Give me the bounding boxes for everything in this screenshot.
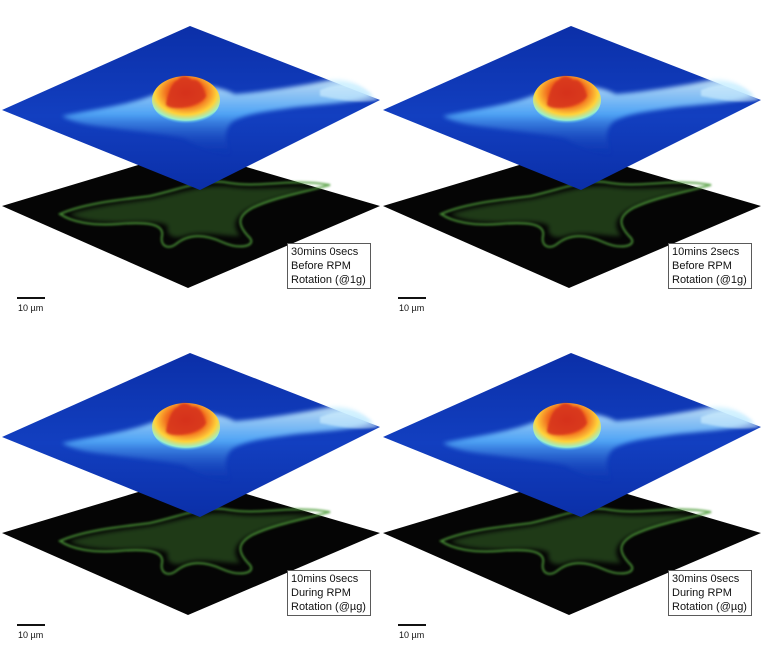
scale-bar bbox=[17, 297, 45, 299]
surface-ridge bbox=[62, 79, 372, 156]
gravity-condition-label: Rotation (@µg) bbox=[672, 601, 747, 613]
time-label: 10mins 0secs bbox=[291, 573, 359, 585]
surface-ridge bbox=[443, 406, 753, 483]
gravity-condition-label: Rotation (@1g) bbox=[672, 274, 747, 286]
gravity-condition-label: Rotation (@1g) bbox=[291, 274, 366, 286]
scale-bar-label: 10 µm bbox=[399, 303, 425, 313]
scale-bar-label: 10 µm bbox=[18, 630, 44, 640]
surface-ridge bbox=[443, 79, 753, 156]
phase-label: During RPM bbox=[672, 587, 732, 599]
scale-bar-label: 10 µm bbox=[399, 630, 425, 640]
surface-plot-image bbox=[383, 26, 761, 288]
surface-plot-image bbox=[2, 26, 380, 288]
gravity-condition-label: Rotation (@µg) bbox=[291, 601, 366, 613]
surface-plot-image bbox=[383, 353, 761, 615]
phase-label: Before RPM bbox=[672, 260, 732, 272]
condition-label: 10mins 2secs Before RPM Rotation (@1g) bbox=[668, 243, 752, 289]
scale-bar-label: 10 µm bbox=[18, 303, 44, 313]
time-label: 30mins 0secs bbox=[291, 246, 359, 258]
surface-ridge bbox=[62, 406, 372, 483]
figure-panel: 10mins 0secs During RPM Rotation (@µg) 10 µ… bbox=[0, 327, 382, 654]
phase-label: Before RPM bbox=[291, 260, 351, 272]
condition-label: 10mins 0secs During RPM Rotation (@µg) bbox=[287, 570, 371, 616]
phase-label: During RPM bbox=[291, 587, 351, 599]
figure-panel: 30mins 0secs During RPM Rotation (@µg) 10 µ… bbox=[381, 327, 763, 654]
figure-panel: 30mins 0secs Before RPM Rotation (@1g) 10 µ… bbox=[0, 0, 382, 327]
time-label: 10mins 2secs bbox=[672, 246, 740, 258]
scale-bar bbox=[398, 624, 426, 626]
time-label: 30mins 0secs bbox=[672, 573, 740, 585]
scale-bar bbox=[398, 297, 426, 299]
scale-bar bbox=[17, 624, 45, 626]
condition-label: 30mins 0secs Before RPM Rotation (@1g) bbox=[287, 243, 371, 289]
surface-plot-image bbox=[2, 353, 380, 615]
figure-panel: 10mins 2secs Before RPM Rotation (@1g) 10 µ… bbox=[381, 0, 763, 327]
condition-label: 30mins 0secs During RPM Rotation (@µg) bbox=[668, 570, 752, 616]
